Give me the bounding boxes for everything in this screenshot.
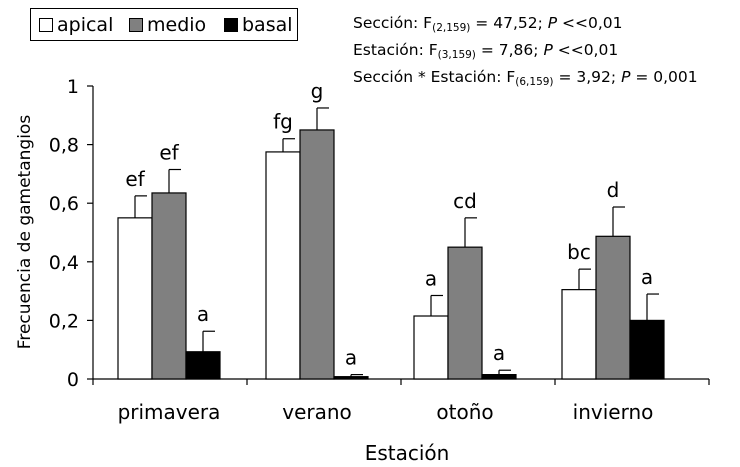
stat-p-value: = 0,001 [630,68,698,86]
significance-label-apical-invierno: bc [567,240,591,264]
x-axis-label: Estación [365,441,450,465]
significance-label-apical-verano: fg [273,110,293,134]
legend-item-apical: apical [39,15,113,35]
legend-item-medio: medio [129,15,206,35]
x-tick-label: verano [282,400,352,424]
legend-swatch-medio [129,18,143,32]
y-axis-label: Frecuencia de gametangios [15,115,35,350]
stat-value: = 3,92; [553,68,622,86]
y-tick-label: 1 [67,76,79,98]
stat-line-seccion: Sección: F(2,159) = 47,52; P <<0,01 [353,10,698,37]
significance-label-medio-invierno: d [607,178,620,202]
significance-label-basal-otoño: a [493,341,505,365]
y-tick-label: 0 [67,369,79,391]
stat-value: = 47,52; [470,14,548,32]
stat-value: = 7,86; [475,41,544,59]
bar-medio-primavera [151,192,187,380]
significance-label-basal-primavera: a [197,302,209,326]
x-tick-label: otoño [436,400,493,424]
stat-degrees: (3,159) [437,49,476,61]
stat-p-value: <<0,01 [552,41,619,59]
y-tick-label: 0,2 [49,310,79,332]
stat-line-estacion: Estación: F(3,159) = 7,86; P <<0,01 [353,37,698,64]
bar-basal-otoño [481,374,517,380]
bar-apical-otoño [413,315,449,380]
y-tick-label: 0,6 [49,193,79,215]
bar-medio-otoño [447,246,483,380]
stat-p: P [543,41,553,59]
significance-label-basal-verano: a [345,346,357,370]
bar-apical-invierno [561,289,597,380]
legend-item-basal: basal [224,15,293,35]
significance-label-apical-primavera: ef [125,167,145,191]
stat-line-interaccion: Sección * Estación: F(6,159) = 3,92; P =… [353,64,698,91]
stat-degrees: (2,159) [432,22,471,34]
ticks: 0 0,2 0,4 0,6 0,8 1 primavera verano otoño invier… [49,76,710,424]
stat-degrees: (6,159) [515,76,554,88]
x-tick-label: invierno [573,400,654,424]
y-tick-label: 0,8 [49,135,79,157]
significance-label-basal-invierno: a [641,265,653,289]
legend-label-apical: apical [57,14,114,36]
significance-label-medio-verano: g [311,79,324,103]
statistics-annotation: Sección: F(2,159) = 47,52; P <<0,01 Esta… [353,10,698,91]
significance-label-medio-primavera: ef [159,141,179,165]
legend-label-basal: basal [242,14,293,36]
stat-p-value: <<0,01 [557,14,623,32]
x-tick-label: primavera [118,400,221,424]
stat-text: Estación: F [353,41,438,59]
bar-basal-verano [333,376,369,380]
legend: apical medio basal [30,8,298,41]
stat-text: Sección: F [353,14,433,32]
bar-apical-verano [265,151,301,380]
stat-text: Sección * Estación: F [353,68,516,86]
bar-medio-invierno [595,235,631,380]
bar-medio-verano [299,129,335,380]
significance-label-apical-otoño: a [425,266,437,290]
bar-apical-primavera [117,217,153,380]
stat-p: P [547,14,558,32]
legend-label-medio: medio [147,14,207,36]
legend-swatch-apical [39,18,53,32]
significance-label-medio-otoño: cd [453,189,477,213]
bar-basal-invierno [629,319,665,380]
stat-p: P [621,68,631,86]
bar-basal-primavera [185,351,221,380]
y-tick-label: 0,4 [49,252,79,274]
legend-swatch-basal [224,18,238,32]
